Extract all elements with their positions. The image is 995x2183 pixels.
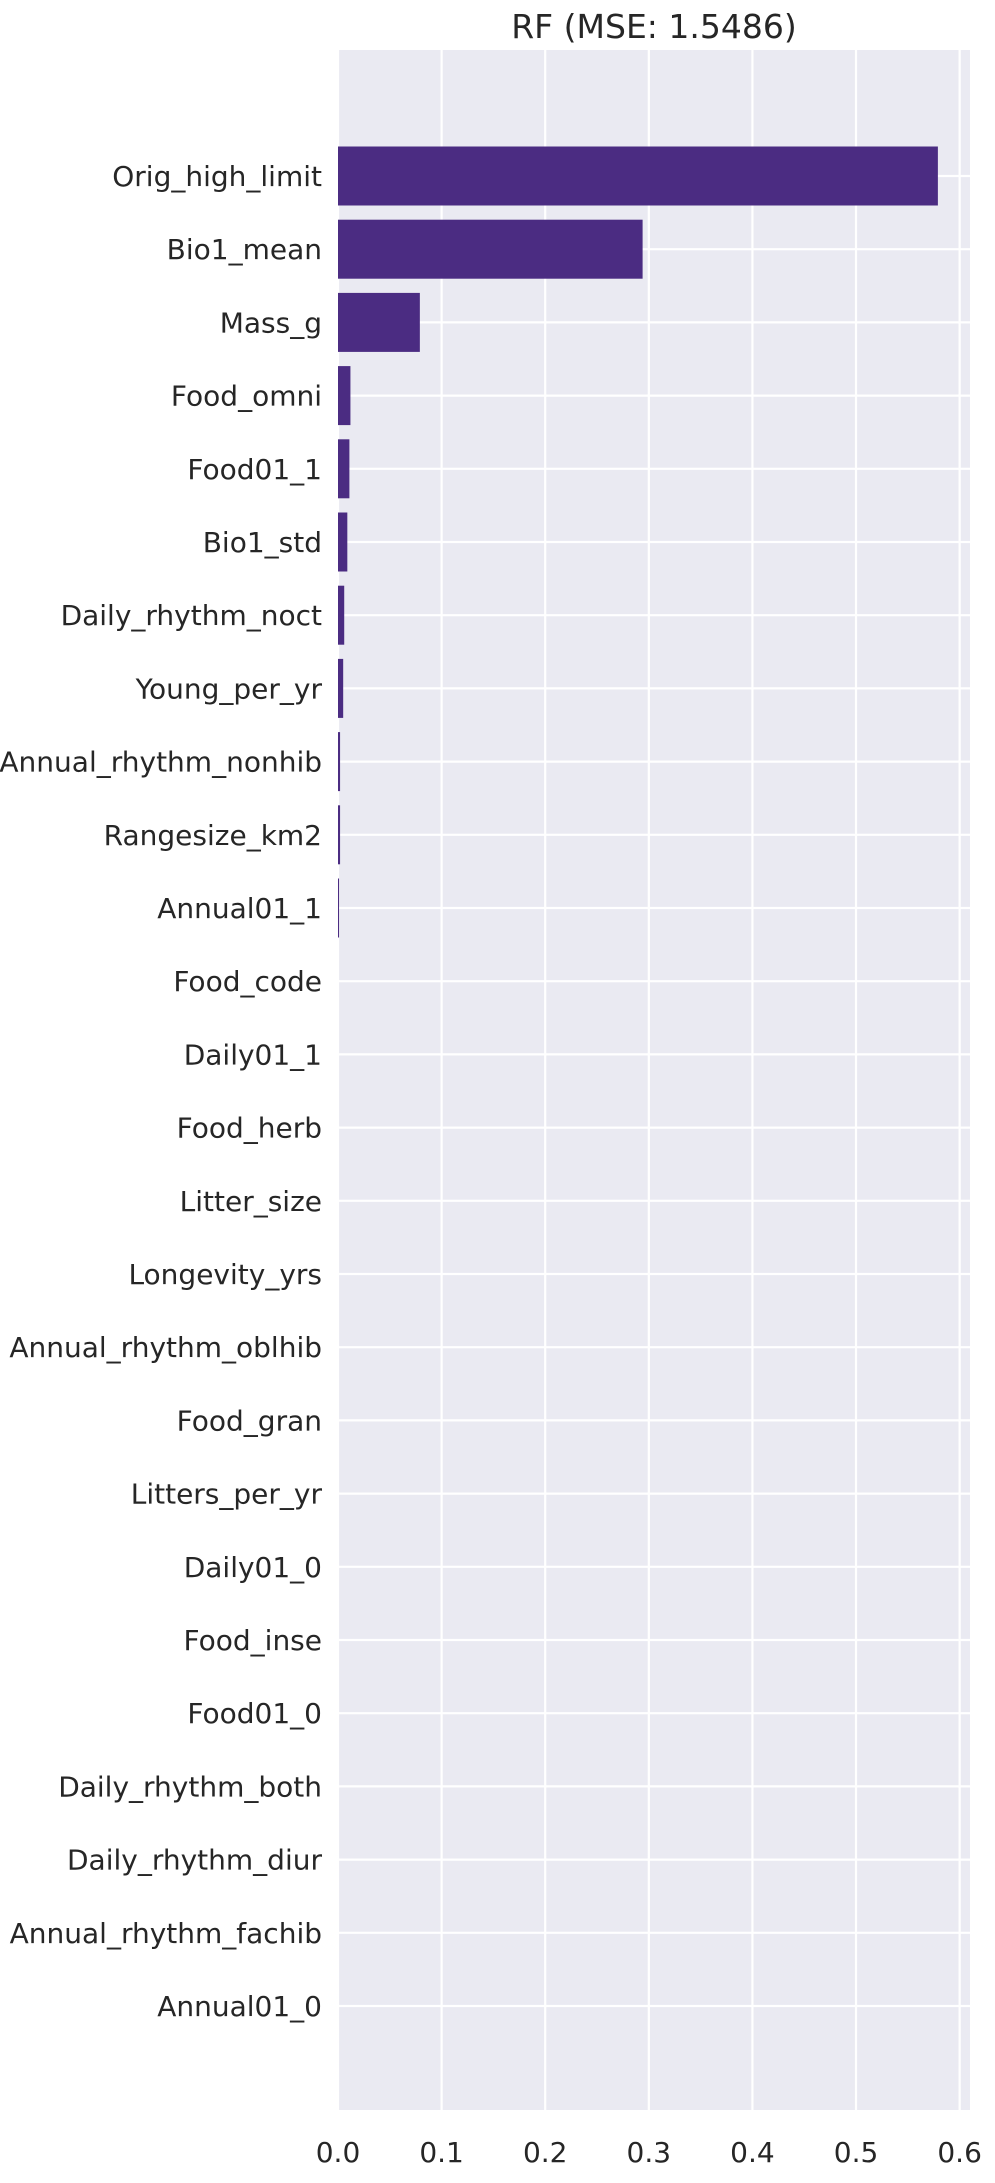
x-tick-labels: 0.0 0.1 0.2 0.3 0.4 0.5 0.6 (316, 2136, 982, 2169)
category-label: Annual01_1 (157, 892, 322, 925)
category-label: Bio1_std (203, 526, 322, 559)
x-tick-label: 0.4 (730, 2136, 775, 2169)
category-label: Daily_rhythm_both (58, 1770, 322, 1803)
category-label: Rangesize_km2 (104, 819, 322, 852)
bar-young-per-yr (338, 658, 344, 718)
category-label: Annual_rhythm_fachib (10, 1917, 322, 1950)
bar-food-omni (338, 366, 351, 426)
bar-food01-1 (338, 439, 350, 499)
x-tick-label: 0.1 (419, 2136, 464, 2169)
category-label: Daily_rhythm_noct (61, 599, 322, 632)
category-label: Food_omni (171, 380, 322, 413)
x-tick-label: 0.2 (523, 2136, 568, 2169)
plot-area (338, 50, 970, 2110)
grid (336, 50, 970, 2110)
bar-bio1-std (338, 512, 348, 572)
category-label: Annual01_0 (157, 1990, 322, 2023)
category-label: Litters_per_yr (131, 1478, 323, 1511)
x-tick-label: 0.6 (937, 2136, 982, 2169)
x-tick-label: 0.3 (627, 2136, 672, 2169)
x-tick-label: 0.5 (834, 2136, 879, 2169)
category-label: Daily01_0 (184, 1551, 322, 1584)
bar-rangesize-km2 (338, 805, 341, 865)
category-label: Litter_size (180, 1185, 322, 1218)
bar-daily-rhythm-noct (338, 585, 345, 645)
category-label: Food01_1 (187, 453, 322, 486)
bar-annual01-1 (338, 878, 340, 938)
chart-title: RF (MSE: 1.5486) (511, 7, 797, 46)
category-label: Annual_rhythm_oblhib (9, 1331, 322, 1364)
category-label: Food_inse (184, 1624, 322, 1657)
x-tick-label: 0.0 (316, 2136, 361, 2169)
category-label: Daily_rhythm_diur (67, 1844, 322, 1877)
category-label: Food01_0 (187, 1697, 322, 1730)
category-label: Food_herb (177, 1112, 322, 1145)
bar-annual-rhythm-nonhib (338, 732, 341, 792)
category-label: Food_gran (177, 1404, 322, 1437)
category-label: Annual_rhythm_nonhib (0, 746, 322, 779)
bar-mass-g (338, 292, 420, 352)
category-label: Longevity_yrs (128, 1258, 322, 1291)
category-label: Mass_g (220, 306, 322, 339)
category-label: Food_code (173, 965, 322, 998)
category-label: Bio1_mean (167, 233, 322, 266)
category-label: Orig_high_limit (112, 160, 322, 193)
category-labels: Orig_high_limit Bio1_mean Mass_g Food_omni F… (0, 160, 322, 2023)
category-label: Daily01_1 (184, 1038, 322, 1071)
bar-orig-high-limit (338, 146, 938, 206)
category-label: Young_per_yr (135, 672, 323, 705)
bars (338, 146, 938, 938)
bar-bio1-mean (338, 219, 643, 279)
